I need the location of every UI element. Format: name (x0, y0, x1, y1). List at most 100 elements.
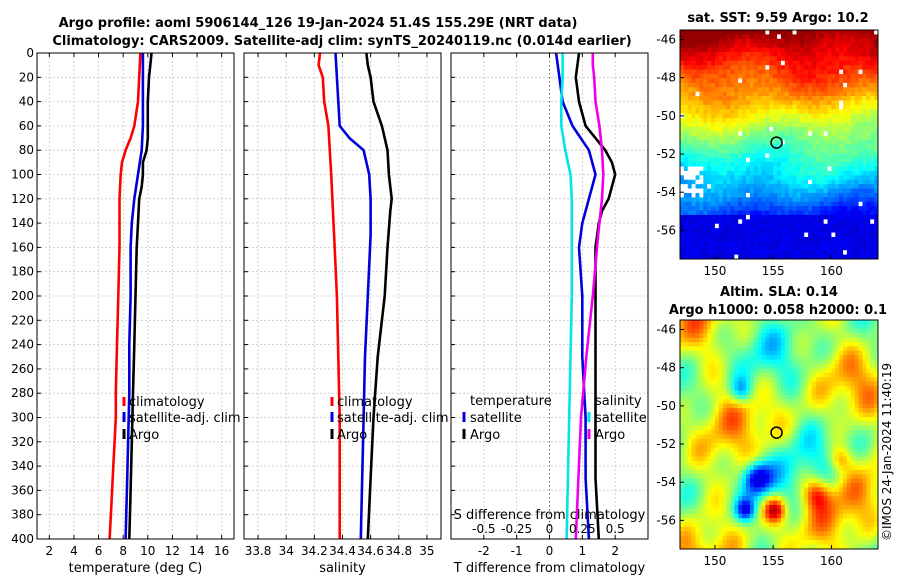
map-cell (746, 96, 751, 101)
map-cell (854, 34, 859, 40)
map-cell (757, 188, 762, 194)
map-cell (687, 153, 693, 159)
map-cell (850, 346, 856, 352)
map-cell (831, 412, 836, 418)
map-cell (831, 192, 836, 198)
map-cell (753, 60, 759, 66)
map-cell (831, 184, 836, 189)
map-cell (788, 408, 793, 413)
map-gap-cell (680, 192, 685, 198)
map-cell (734, 460, 739, 466)
profile-line-satellite-adj-clim (124, 53, 145, 540)
map-cell (703, 43, 708, 49)
map-cell (843, 245, 848, 251)
map-cell (718, 100, 724, 106)
map-cell (823, 350, 828, 356)
map-cell (780, 56, 786, 62)
map-cell (819, 206, 825, 211)
map-cell (812, 460, 817, 466)
map-cell (823, 416, 828, 422)
map-cell (804, 372, 809, 378)
map-cell (854, 394, 859, 400)
map-cell (695, 469, 700, 475)
map-cell (800, 153, 805, 159)
map-cell (683, 350, 689, 356)
map-cell (808, 456, 813, 462)
map-cell (870, 324, 875, 330)
map-cell (680, 381, 685, 387)
map-cell (800, 223, 805, 229)
map-cell (796, 219, 801, 225)
map-cell (850, 394, 856, 400)
map-cell (730, 91, 735, 97)
map-cell (757, 175, 762, 181)
map-cell (839, 372, 844, 378)
map-cell (734, 100, 739, 106)
map-cell (687, 403, 693, 409)
map-cell (784, 166, 790, 172)
map-cell (703, 342, 708, 347)
map-cell (757, 324, 762, 330)
map-cell (718, 43, 724, 49)
map-cell (858, 337, 863, 343)
map-cell (854, 342, 859, 347)
map-cell (819, 342, 825, 347)
map-cell (691, 465, 696, 471)
map-cell (753, 478, 759, 484)
map-cell (699, 135, 704, 141)
map-cell (804, 377, 809, 383)
map-cell (815, 368, 821, 374)
map-cell (819, 377, 825, 383)
map-cell (854, 324, 859, 330)
map-cell (699, 487, 704, 493)
map-cell (839, 131, 844, 137)
map-cell (835, 166, 840, 172)
map-cell (714, 487, 720, 493)
map-cell (680, 474, 685, 479)
map-cell (734, 78, 739, 84)
map-cell (839, 408, 844, 413)
map-cell (711, 170, 716, 176)
map-cell (792, 78, 797, 84)
map-cell (753, 162, 759, 167)
map-cell (742, 170, 747, 176)
map-cell (835, 254, 840, 260)
map-cell (714, 179, 720, 185)
map-cell (761, 56, 766, 62)
map-cell (800, 359, 805, 365)
map-cell (835, 148, 840, 154)
map-cell (812, 78, 817, 84)
map-cell (691, 403, 696, 409)
map-cell (753, 487, 759, 493)
map-cell (874, 184, 879, 189)
map-cell (819, 122, 825, 128)
map-cell (831, 131, 836, 137)
map-cell (827, 394, 832, 400)
map-cell (800, 350, 805, 356)
map-cell (823, 456, 828, 462)
map-cell (726, 390, 731, 396)
map-cell (707, 245, 712, 251)
map-cell (812, 34, 817, 40)
map-cell (843, 377, 848, 383)
map-cell (718, 416, 724, 422)
map-cell (765, 430, 770, 435)
map-cell (839, 447, 844, 453)
map-cell (850, 78, 856, 84)
map-cell (819, 438, 825, 444)
map-cell (780, 78, 786, 84)
map-cell (850, 74, 856, 79)
map-cell (749, 364, 755, 369)
map-cell (687, 197, 693, 203)
map-cell (800, 148, 805, 154)
map-cell (835, 122, 840, 128)
map-cell (819, 201, 825, 207)
map-cell (769, 131, 774, 137)
map-cell (850, 140, 856, 145)
map-cell (699, 96, 704, 101)
map-cell (711, 91, 716, 97)
map-gap-cell (870, 219, 875, 225)
map-cell (749, 412, 755, 418)
map-cell (819, 337, 825, 343)
map-cell (738, 206, 743, 211)
